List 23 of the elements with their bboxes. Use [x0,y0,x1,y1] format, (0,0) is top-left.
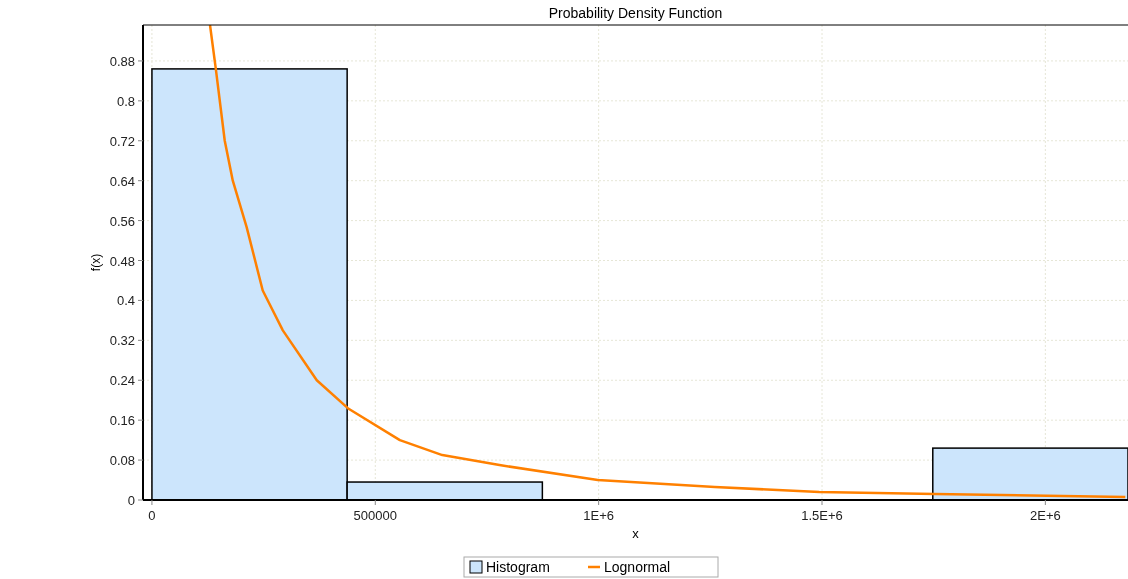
chart-title: Probability Density Function [548,5,723,21]
y-tick-label: 0.08 [109,453,135,469]
x-tick-label: 2E+6 [1029,508,1061,523]
y-tick-label: 0.72 [109,133,135,149]
x-tick-label: 0 [148,508,156,523]
x-axis-title: x [632,526,640,541]
x-tick-label: 1.5E+6 [801,508,843,523]
y-tick-label: 0.32 [109,333,135,349]
y-tick-label: 0.16 [109,413,135,429]
x-tick-label: 500000 [353,508,397,523]
y-tick-label: 0.64 [109,173,135,189]
y-tick-label: 0.48 [109,253,135,269]
y-tick-label: 0.56 [109,213,135,229]
legend-label: Lognormal [604,559,671,575]
y-axis-title: f(x) [89,253,103,272]
legend-label: Histogram [486,559,550,575]
y-tick-label: 0 [127,493,135,508]
y-tick-label: 0.4 [116,293,135,309]
y-tick-label: 0.8 [116,93,135,109]
y-tick-label: 0.88 [109,53,135,69]
x-tick-label: 1E+6 [583,508,615,523]
y-tick-label: 0.24 [109,373,135,389]
line-series [208,25,1127,499]
